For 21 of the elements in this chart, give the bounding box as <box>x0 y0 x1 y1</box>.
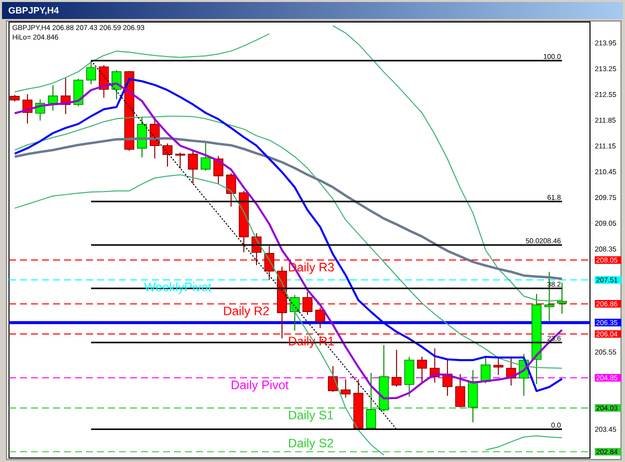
candlestick <box>315 307 326 329</box>
ref-line-label: Daily S2 <box>289 438 334 450</box>
candlestick <box>86 60 96 85</box>
candlestick <box>493 356 504 376</box>
candlestick <box>328 366 338 392</box>
chart-title: GBPJPY,H4 <box>8 7 59 15</box>
ref-line-label: Daily Pivot <box>232 380 289 392</box>
candlestick <box>340 378 351 398</box>
candlestick <box>226 172 236 208</box>
candlestick <box>417 356 427 385</box>
candlestick <box>455 374 466 408</box>
candlestick <box>366 372 376 430</box>
candlestick <box>162 142 172 168</box>
candlestick <box>188 150 198 184</box>
candlestick <box>175 152 186 169</box>
candlestick <box>48 84 58 112</box>
candlestick <box>392 349 402 388</box>
candlestick <box>480 356 491 384</box>
ref-line-label: Daily R2 <box>224 306 269 318</box>
ref-line-label: Daily S1 <box>289 410 334 422</box>
candlestick <box>200 142 211 172</box>
